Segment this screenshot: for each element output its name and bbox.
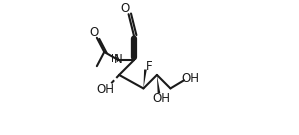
Text: OH: OH [181, 72, 199, 85]
Polygon shape [157, 75, 160, 93]
Text: OH: OH [152, 92, 170, 105]
Text: O: O [120, 2, 130, 15]
Text: H: H [111, 54, 119, 64]
Text: O: O [89, 26, 99, 39]
Text: F: F [146, 60, 152, 73]
Polygon shape [132, 36, 135, 60]
Text: N: N [113, 53, 122, 66]
Polygon shape [144, 70, 147, 88]
Text: OH: OH [96, 83, 114, 96]
